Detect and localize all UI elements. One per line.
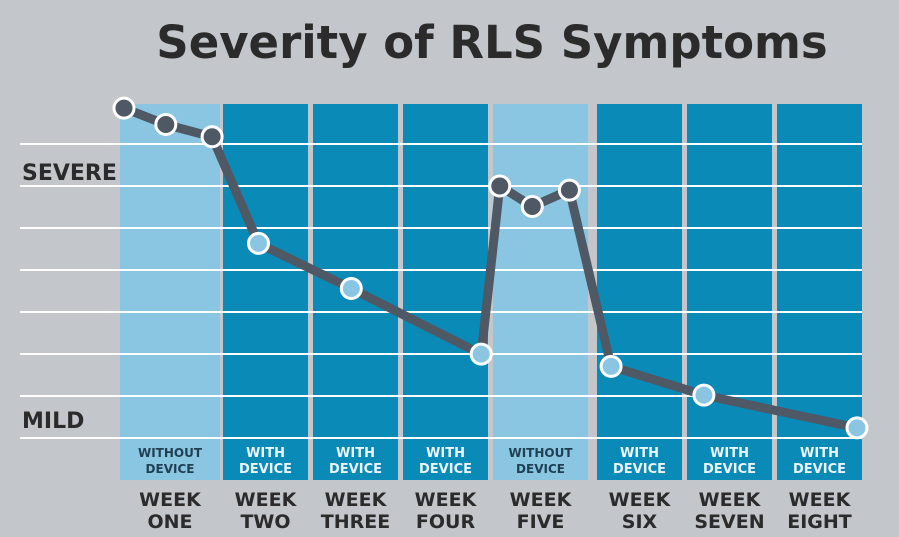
device-label-top-7: WITH [710,446,749,461]
week-column-7 [687,104,772,480]
device-label-bottom-1: DEVICE [146,462,195,476]
device-label-bottom-6: DEVICE [613,462,666,477]
week-label-top-5: WEEK [510,489,573,511]
week-label-bottom-8: EIGHT [787,511,852,533]
week-column-2 [223,104,308,480]
device-label-top-8: WITH [800,446,839,461]
chart-title: Severity of RLS Symptoms [156,16,827,69]
device-label-bottom-3: DEVICE [329,462,382,477]
week-column-5 [493,104,588,480]
week-label-top-3: WEEK [325,489,388,511]
week-label-top-7: WEEK [699,489,762,511]
device-label-top-1: WITHOUT [138,446,203,460]
week-labels: WEEKONEWEEKTWOWEEKTHREEWEEKFOURWEEKFIVEW… [139,489,852,533]
data-point-8 [520,195,544,218]
data-point-9 [557,178,581,202]
data-point-6 [469,342,493,366]
device-label-bottom-8: DEVICE [793,462,846,477]
y-label-severe: SEVERE [22,161,117,186]
week-label-bottom-3: THREE [321,511,390,533]
device-label-top-2: WITH [246,446,285,461]
week-label-bottom-6: SIX [622,511,658,533]
data-point-5 [339,277,363,300]
week-label-top-2: WEEK [235,489,298,511]
device-label-bottom-7: DEVICE [703,462,756,477]
device-label-bottom-4: DEVICE [419,462,472,477]
week-label-top-4: WEEK [415,489,478,511]
week-label-top-1: WEEK [139,489,202,511]
device-labels: WITHOUTDEVICEWITHDEVICEWITHDEVICEWITHDEV… [138,446,846,477]
data-point-1 [112,96,136,120]
week-label-bottom-1: ONE [147,511,192,533]
week-label-top-8: WEEK [789,489,852,511]
week-label-bottom-4: FOUR [416,511,476,533]
device-label-bottom-2: DEVICE [239,462,292,477]
week-label-bottom-2: TWO [240,511,290,533]
y-label-mild: MILD [22,409,84,434]
data-point-4 [247,231,270,255]
device-label-top-3: WITH [336,446,375,461]
gridlines [20,143,862,439]
severity-markers [112,96,869,440]
week-column-6 [597,104,682,480]
data-point-3 [200,125,224,149]
data-point-2 [154,113,178,136]
device-label-top-6: WITH [620,446,659,461]
device-label-bottom-5: DEVICE [516,462,565,476]
week-label-bottom-5: FIVE [517,511,565,533]
data-point-10 [599,354,623,378]
week-label-bottom-7: SEVEN [694,511,764,533]
week-label-top-6: WEEK [609,489,672,511]
week-column-4 [403,104,488,480]
week-columns [120,104,862,480]
week-column-1 [120,104,220,480]
device-label-top-4: WITH [426,446,465,461]
data-point-12 [845,416,869,440]
device-label-top-5: WITHOUT [508,446,573,460]
data-point-11 [692,383,716,407]
data-point-7 [488,174,512,198]
